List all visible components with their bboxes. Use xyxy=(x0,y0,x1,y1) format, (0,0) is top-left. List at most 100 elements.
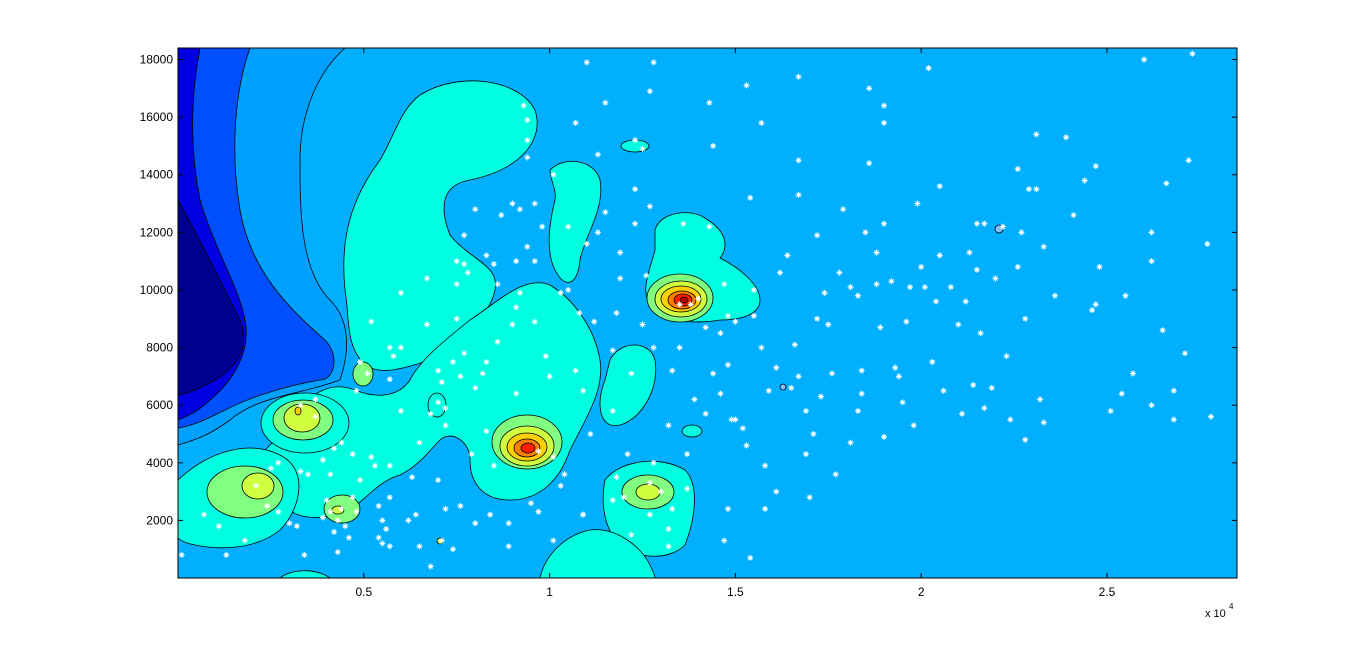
sample-point xyxy=(665,422,672,429)
sample-point xyxy=(286,520,293,527)
sample-point xyxy=(264,502,271,509)
sample-point xyxy=(1033,186,1040,193)
sample-point xyxy=(918,263,925,270)
x-tick-label: 0.5 xyxy=(355,585,372,599)
contour-mid-region-small-2 xyxy=(681,424,703,438)
sample-point xyxy=(442,505,449,512)
sample-point xyxy=(1007,416,1014,423)
sample-point xyxy=(970,382,977,389)
sample-point xyxy=(494,338,501,345)
sample-point xyxy=(442,422,449,429)
sample-point xyxy=(706,99,713,106)
sample-point xyxy=(724,361,731,368)
sample-point xyxy=(539,223,546,230)
sample-point xyxy=(1148,258,1155,265)
sample-point xyxy=(479,370,486,377)
sample-point xyxy=(494,281,501,288)
peak-southeast xyxy=(621,474,675,510)
sample-point xyxy=(1014,165,1021,172)
sample-point xyxy=(676,301,683,308)
sample-point xyxy=(765,387,772,394)
sample-point xyxy=(609,347,616,354)
sample-point xyxy=(1170,416,1177,423)
sample-point xyxy=(866,85,873,92)
sample-point xyxy=(650,459,657,466)
sample-point xyxy=(929,358,936,365)
sample-point xyxy=(628,370,635,377)
sample-point xyxy=(921,284,928,291)
sample-point xyxy=(565,286,572,293)
sample-point xyxy=(513,258,520,265)
sample-point xyxy=(739,425,746,432)
sample-point xyxy=(895,373,902,380)
sample-point xyxy=(628,531,635,538)
sample-point xyxy=(632,220,639,227)
sample-point xyxy=(561,471,568,478)
sample-point xyxy=(1096,263,1103,270)
sample-point xyxy=(1181,350,1188,357)
y-tick-label: 2000 xyxy=(146,513,173,527)
sample-point xyxy=(1003,353,1010,360)
sample-point xyxy=(368,318,375,325)
sample-point xyxy=(977,330,984,337)
sample-point xyxy=(405,517,412,524)
sample-point xyxy=(1089,307,1096,314)
sample-point xyxy=(334,517,341,524)
sample-point xyxy=(881,433,887,440)
sample-point xyxy=(312,396,319,403)
sample-point xyxy=(899,399,906,406)
sample-point xyxy=(862,229,869,236)
sample-point xyxy=(881,102,887,109)
sample-point xyxy=(795,191,802,198)
sample-point xyxy=(215,523,222,530)
sample-point xyxy=(342,523,349,530)
sample-point xyxy=(873,249,880,256)
sample-point xyxy=(461,232,468,239)
sample-point xyxy=(881,119,887,126)
sample-point xyxy=(750,286,757,293)
sample-point xyxy=(520,102,527,109)
x-tick-label: 2.5 xyxy=(1099,585,1116,599)
sample-point xyxy=(509,200,516,207)
sample-point xyxy=(331,528,338,535)
sample-point xyxy=(717,390,724,397)
sample-point xyxy=(650,59,657,66)
sample-point xyxy=(487,511,494,518)
sample-point xyxy=(275,459,282,466)
sample-point xyxy=(498,212,505,219)
sample-point xyxy=(933,298,940,305)
sample-point xyxy=(483,428,490,435)
sample-point xyxy=(397,289,404,296)
sample-point xyxy=(684,451,691,458)
sample-point xyxy=(178,551,185,558)
sample-point xyxy=(297,402,304,409)
sample-point xyxy=(594,229,601,236)
sample-point xyxy=(721,281,728,288)
sample-point xyxy=(1025,186,1032,193)
sample-point xyxy=(453,258,460,265)
sample-point xyxy=(583,240,590,247)
sample-point xyxy=(773,364,780,371)
sample-point xyxy=(464,269,471,276)
sample-point xyxy=(386,462,393,469)
sample-point xyxy=(241,537,248,544)
sample-point xyxy=(449,546,456,553)
sample-point xyxy=(386,376,393,383)
sample-point xyxy=(940,387,947,394)
sample-point xyxy=(509,321,516,328)
sample-point xyxy=(409,474,416,481)
sample-point xyxy=(1022,315,1029,322)
sample-point xyxy=(468,451,475,458)
sample-point xyxy=(802,451,809,458)
sample-point xyxy=(275,508,282,515)
sample-point xyxy=(981,405,988,412)
sample-point xyxy=(717,330,724,337)
sample-point xyxy=(646,511,653,518)
sample-point xyxy=(646,203,653,210)
sample-point xyxy=(524,243,531,250)
sample-point xyxy=(427,563,434,570)
x-tick-label: 1 xyxy=(546,585,553,599)
sample-point xyxy=(435,399,442,406)
sample-point xyxy=(345,534,352,541)
sample-point xyxy=(587,430,594,437)
